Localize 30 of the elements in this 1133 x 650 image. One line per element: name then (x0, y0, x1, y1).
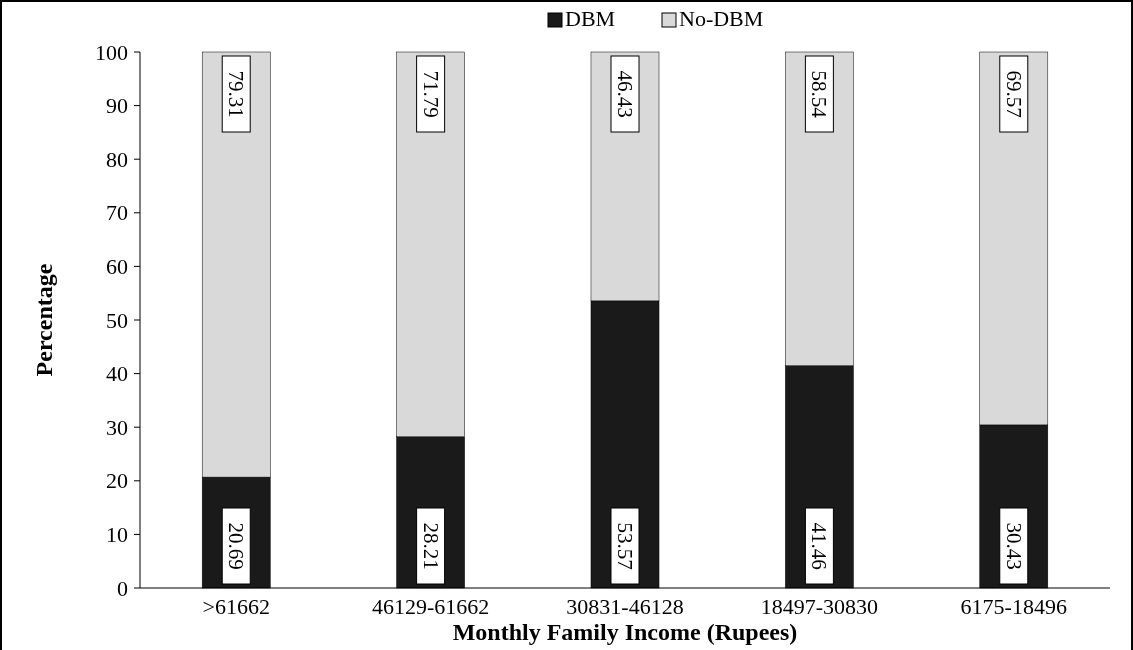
y-tick-label: 10 (106, 521, 128, 547)
y-tick-label: 100 (95, 39, 128, 65)
x-tick-label: 30831-46128 (566, 594, 684, 619)
data-label: 58.54 (807, 70, 832, 119)
x-axis-title: Monthly Family Income (Rupees) (452, 619, 798, 645)
y-tick-label: 50 (106, 307, 128, 333)
y-tick-label: 80 (106, 146, 128, 172)
x-tick-label: 46129-61662 (371, 594, 490, 619)
data-label: 71.79 (418, 70, 443, 118)
x-tick-label: >61662 (202, 594, 270, 619)
data-label: 69.57 (1001, 70, 1026, 118)
data-label: 28.21 (418, 522, 443, 570)
data-label: 30.43 (1001, 522, 1026, 570)
y-tick-label: 70 (106, 200, 128, 226)
data-label: 53.57 (613, 522, 637, 570)
y-tick-label: 20 (106, 468, 128, 494)
data-label: 20.69 (224, 522, 249, 570)
y-tick-label: 0 (117, 575, 128, 601)
legend-label: DBM (565, 6, 616, 31)
legend-label: No-DBM (679, 6, 764, 31)
y-tick-label: 90 (106, 93, 128, 119)
y-axis-title: Percentage (31, 263, 57, 377)
data-label: 79.31 (224, 70, 249, 118)
data-label: 41.46 (807, 522, 832, 570)
x-tick-label: 6175-18496 (960, 594, 1067, 619)
x-tick-label: 18497-30830 (760, 594, 879, 619)
data-label: 46.43 (613, 70, 637, 118)
y-tick-label: 30 (106, 414, 128, 440)
y-tick-label: 60 (106, 253, 128, 279)
y-tick-label: 40 (106, 361, 128, 387)
